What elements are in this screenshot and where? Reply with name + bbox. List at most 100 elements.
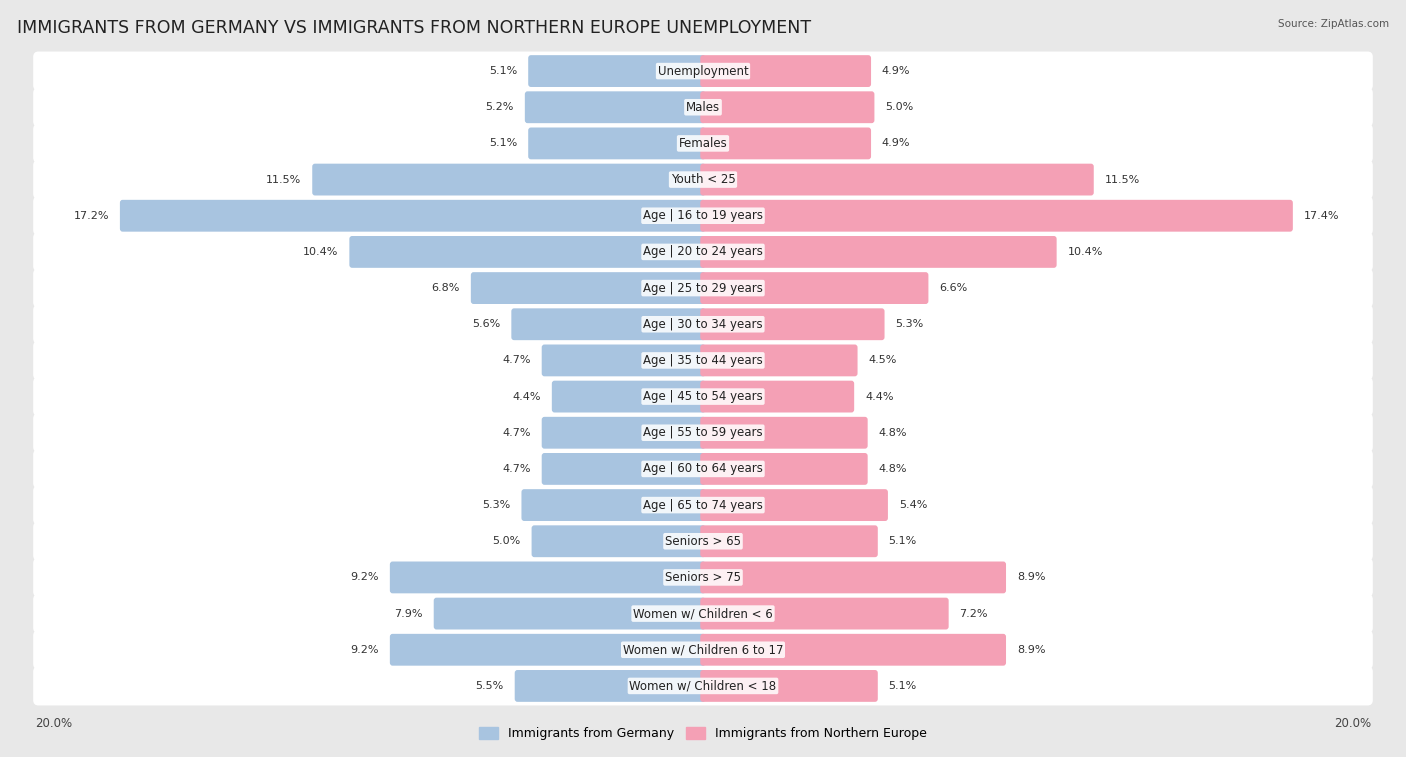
Text: 17.2%: 17.2% [73, 210, 110, 221]
Text: 6.8%: 6.8% [432, 283, 460, 293]
Text: Seniors > 75: Seniors > 75 [665, 571, 741, 584]
Text: 5.1%: 5.1% [889, 536, 917, 547]
Text: 4.8%: 4.8% [879, 428, 907, 438]
Text: 5.6%: 5.6% [472, 319, 501, 329]
Text: 4.7%: 4.7% [502, 428, 531, 438]
FancyBboxPatch shape [700, 562, 1007, 593]
FancyBboxPatch shape [34, 88, 1372, 126]
Text: 4.4%: 4.4% [513, 391, 541, 401]
Text: Age | 30 to 34 years: Age | 30 to 34 years [643, 318, 763, 331]
FancyBboxPatch shape [433, 598, 706, 630]
FancyBboxPatch shape [700, 92, 875, 123]
FancyBboxPatch shape [389, 634, 706, 665]
FancyBboxPatch shape [531, 525, 706, 557]
Text: Women w/ Children < 18: Women w/ Children < 18 [630, 680, 776, 693]
Text: 4.8%: 4.8% [879, 464, 907, 474]
FancyBboxPatch shape [34, 196, 1372, 235]
FancyBboxPatch shape [700, 236, 1057, 268]
FancyBboxPatch shape [34, 269, 1372, 307]
Text: Source: ZipAtlas.com: Source: ZipAtlas.com [1278, 19, 1389, 29]
FancyBboxPatch shape [700, 127, 872, 159]
FancyBboxPatch shape [700, 634, 1007, 665]
FancyBboxPatch shape [541, 344, 706, 376]
FancyBboxPatch shape [312, 164, 706, 195]
FancyBboxPatch shape [34, 522, 1372, 561]
FancyBboxPatch shape [524, 92, 706, 123]
Text: 8.9%: 8.9% [1017, 572, 1045, 582]
Text: 5.2%: 5.2% [485, 102, 515, 112]
Text: 4.4%: 4.4% [865, 391, 893, 401]
Text: Age | 20 to 24 years: Age | 20 to 24 years [643, 245, 763, 258]
Text: 7.2%: 7.2% [959, 609, 988, 618]
Text: 17.4%: 17.4% [1303, 210, 1339, 221]
FancyBboxPatch shape [34, 51, 1372, 91]
Text: 10.4%: 10.4% [1067, 247, 1102, 257]
Text: 7.9%: 7.9% [395, 609, 423, 618]
Text: 10.4%: 10.4% [304, 247, 339, 257]
FancyBboxPatch shape [700, 598, 949, 630]
Text: 8.9%: 8.9% [1017, 645, 1045, 655]
Text: Youth < 25: Youth < 25 [671, 173, 735, 186]
FancyBboxPatch shape [34, 341, 1372, 380]
FancyBboxPatch shape [34, 160, 1372, 199]
Text: Age | 16 to 19 years: Age | 16 to 19 years [643, 209, 763, 223]
FancyBboxPatch shape [34, 305, 1372, 344]
FancyBboxPatch shape [700, 670, 877, 702]
FancyBboxPatch shape [34, 558, 1372, 597]
FancyBboxPatch shape [471, 273, 706, 304]
Text: 9.2%: 9.2% [350, 645, 380, 655]
Text: Age | 45 to 54 years: Age | 45 to 54 years [643, 390, 763, 403]
Text: Age | 60 to 64 years: Age | 60 to 64 years [643, 463, 763, 475]
FancyBboxPatch shape [700, 344, 858, 376]
Text: 5.1%: 5.1% [889, 681, 917, 691]
Text: Age | 55 to 59 years: Age | 55 to 59 years [643, 426, 763, 439]
FancyBboxPatch shape [529, 127, 706, 159]
Text: IMMIGRANTS FROM GERMANY VS IMMIGRANTS FROM NORTHERN EUROPE UNEMPLOYMENT: IMMIGRANTS FROM GERMANY VS IMMIGRANTS FR… [17, 19, 811, 37]
FancyBboxPatch shape [700, 273, 928, 304]
Text: Women w/ Children 6 to 17: Women w/ Children 6 to 17 [623, 643, 783, 656]
Text: 4.7%: 4.7% [502, 464, 531, 474]
Text: Age | 25 to 29 years: Age | 25 to 29 years [643, 282, 763, 294]
Text: Age | 35 to 44 years: Age | 35 to 44 years [643, 354, 763, 367]
FancyBboxPatch shape [522, 489, 706, 521]
FancyBboxPatch shape [512, 308, 706, 340]
FancyBboxPatch shape [34, 631, 1372, 669]
FancyBboxPatch shape [349, 236, 706, 268]
Text: Males: Males [686, 101, 720, 114]
Text: 20.0%: 20.0% [1334, 717, 1371, 730]
FancyBboxPatch shape [389, 562, 706, 593]
FancyBboxPatch shape [34, 485, 1372, 525]
Legend: Immigrants from Germany, Immigrants from Northern Europe: Immigrants from Germany, Immigrants from… [472, 721, 934, 746]
FancyBboxPatch shape [34, 232, 1372, 272]
Text: Age | 65 to 74 years: Age | 65 to 74 years [643, 499, 763, 512]
FancyBboxPatch shape [34, 377, 1372, 416]
Text: Females: Females [679, 137, 727, 150]
FancyBboxPatch shape [541, 417, 706, 449]
Text: 11.5%: 11.5% [1105, 175, 1140, 185]
Text: 4.5%: 4.5% [869, 356, 897, 366]
FancyBboxPatch shape [34, 594, 1372, 633]
Text: 9.2%: 9.2% [350, 572, 380, 582]
FancyBboxPatch shape [34, 124, 1372, 163]
Text: Unemployment: Unemployment [658, 64, 748, 77]
FancyBboxPatch shape [34, 450, 1372, 488]
FancyBboxPatch shape [700, 525, 877, 557]
Text: 4.9%: 4.9% [882, 66, 910, 76]
Text: Women w/ Children < 6: Women w/ Children < 6 [633, 607, 773, 620]
Text: 5.1%: 5.1% [489, 139, 517, 148]
FancyBboxPatch shape [551, 381, 706, 413]
FancyBboxPatch shape [700, 164, 1094, 195]
Text: 4.7%: 4.7% [502, 356, 531, 366]
Text: 4.9%: 4.9% [882, 139, 910, 148]
Text: 5.0%: 5.0% [886, 102, 914, 112]
Text: 5.5%: 5.5% [475, 681, 503, 691]
Text: 5.1%: 5.1% [489, 66, 517, 76]
FancyBboxPatch shape [700, 453, 868, 484]
Text: 5.0%: 5.0% [492, 536, 520, 547]
FancyBboxPatch shape [700, 417, 868, 449]
Text: 5.4%: 5.4% [898, 500, 927, 510]
Text: 5.3%: 5.3% [896, 319, 924, 329]
FancyBboxPatch shape [515, 670, 706, 702]
Text: 11.5%: 11.5% [266, 175, 301, 185]
Text: 20.0%: 20.0% [35, 717, 72, 730]
